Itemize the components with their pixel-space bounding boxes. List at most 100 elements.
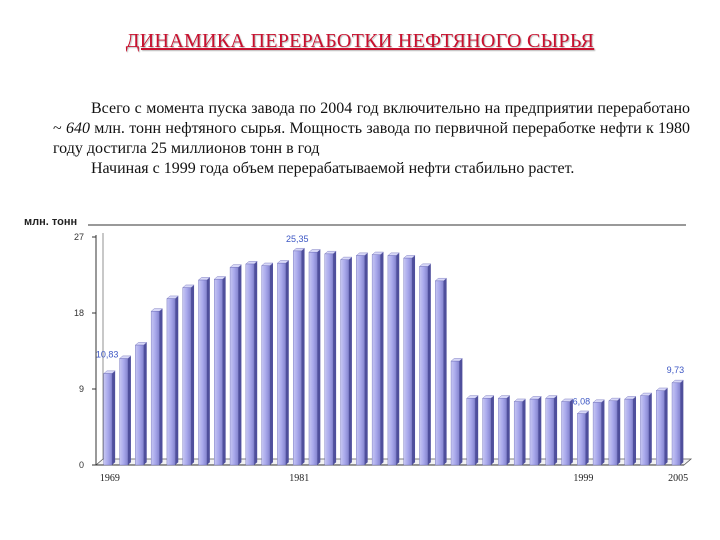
y-tick-label: 9: [79, 384, 84, 394]
bar-side: [238, 264, 242, 465]
bar-side: [364, 252, 368, 465]
bar-side: [475, 395, 479, 465]
bar-front: [403, 257, 413, 466]
bar: [182, 284, 195, 466]
paragraph-1: Всего с момента пуска завода по 2004 год…: [53, 99, 690, 159]
x-tick-label: 2005: [668, 473, 688, 484]
paragraph-2: Начиная с 1999 года объем перерабатываем…: [91, 160, 575, 177]
bar-front: [529, 398, 539, 466]
bar: [592, 399, 605, 466]
bar-front: [419, 266, 428, 466]
bar: [403, 255, 416, 466]
bar-front: [498, 398, 507, 466]
bar-side: [206, 277, 210, 465]
y-axis-label: млн. тонн: [24, 216, 78, 228]
bar-side: [396, 252, 400, 465]
bar: [671, 379, 684, 466]
bar: [229, 264, 242, 466]
bar-front: [561, 401, 570, 466]
bar: [513, 398, 527, 466]
slide-title: ДИНАМИКА ПЕРЕРАБОТКИ НЕФТЯНОГО СЫРЬЯ: [125, 30, 595, 52]
bar: [450, 358, 463, 466]
bar: [276, 260, 290, 466]
bar-side: [127, 355, 131, 465]
bar: [150, 308, 164, 466]
bar-front: [340, 259, 349, 466]
bar: [292, 248, 306, 466]
bar-side: [269, 263, 273, 465]
bar-side: [159, 308, 163, 465]
bar-front: [198, 279, 207, 466]
bar-front: [150, 311, 160, 466]
bar-front: [482, 398, 492, 466]
x-tick-label: 1969: [100, 473, 120, 484]
bar-side: [301, 248, 305, 465]
bar-front: [182, 287, 192, 466]
bar: [434, 278, 448, 466]
bar-side: [585, 410, 589, 465]
bar-side: [553, 395, 558, 465]
bar: [324, 250, 337, 466]
x-tick-label: 1981: [289, 473, 309, 484]
bar: [387, 252, 400, 466]
bar: [576, 410, 590, 466]
x-tick-label: 1999: [573, 473, 593, 484]
bar-front: [261, 265, 271, 466]
bar-side: [680, 380, 684, 465]
bar: [482, 395, 495, 466]
bar: [261, 262, 274, 466]
description-text: Всего с момента пуска завода по 2004 год…: [53, 99, 690, 179]
bar-front: [435, 280, 444, 466]
bar-side: [332, 251, 337, 465]
bar-front: [119, 358, 128, 466]
bar-front: [640, 395, 649, 466]
total-volume-value: 640: [65, 120, 90, 137]
bar: [545, 395, 558, 466]
bar: [418, 263, 432, 466]
bar-front: [577, 413, 586, 466]
y-tick-label: 18: [74, 308, 84, 318]
data-label: 10,83: [96, 350, 119, 360]
bar-side: [490, 395, 494, 465]
bar: [466, 395, 479, 466]
bar: [639, 392, 653, 466]
bar-front: [103, 373, 113, 466]
bar-front: [371, 254, 381, 466]
bar-side: [285, 260, 289, 465]
bar-side: [443, 278, 447, 465]
bar-chart: 0 9 18 27 1969 1981 1999 2005 10,83 25,35 6,08 9,7…: [74, 224, 693, 484]
y-tick-label: 0: [79, 460, 84, 470]
bar-side: [254, 261, 258, 465]
bar-side: [175, 295, 179, 465]
bar-side: [506, 395, 510, 465]
bar-front: [450, 360, 460, 466]
bar-side: [411, 255, 416, 465]
bar-side: [190, 284, 195, 465]
bar: [308, 249, 321, 466]
paragraph-1-end: млн. тонн нефтяного сырья. Мощность заво…: [53, 120, 691, 157]
bar-front: [656, 390, 665, 466]
bar: [655, 387, 669, 466]
bar-side: [538, 396, 542, 465]
bar-front: [671, 382, 681, 466]
bar-side: [111, 370, 116, 465]
bar: [608, 397, 621, 466]
bar-front: [308, 251, 318, 466]
bar: [134, 342, 148, 466]
bar-side: [601, 399, 605, 465]
bar-front: [277, 262, 286, 466]
data-label: 6,08: [573, 397, 591, 407]
data-label: 9,73: [667, 365, 685, 375]
bar-front: [356, 255, 365, 466]
bar-side: [569, 398, 573, 465]
bar-front: [387, 255, 397, 466]
bar-front: [592, 402, 602, 466]
bar: [103, 370, 116, 466]
bar: [497, 395, 511, 466]
bar-front: [214, 279, 223, 466]
bar: [624, 396, 637, 466]
bar-front: [545, 398, 555, 466]
bar: [213, 276, 227, 466]
data-label: 25,35: [286, 234, 309, 244]
bar-front: [229, 267, 239, 466]
